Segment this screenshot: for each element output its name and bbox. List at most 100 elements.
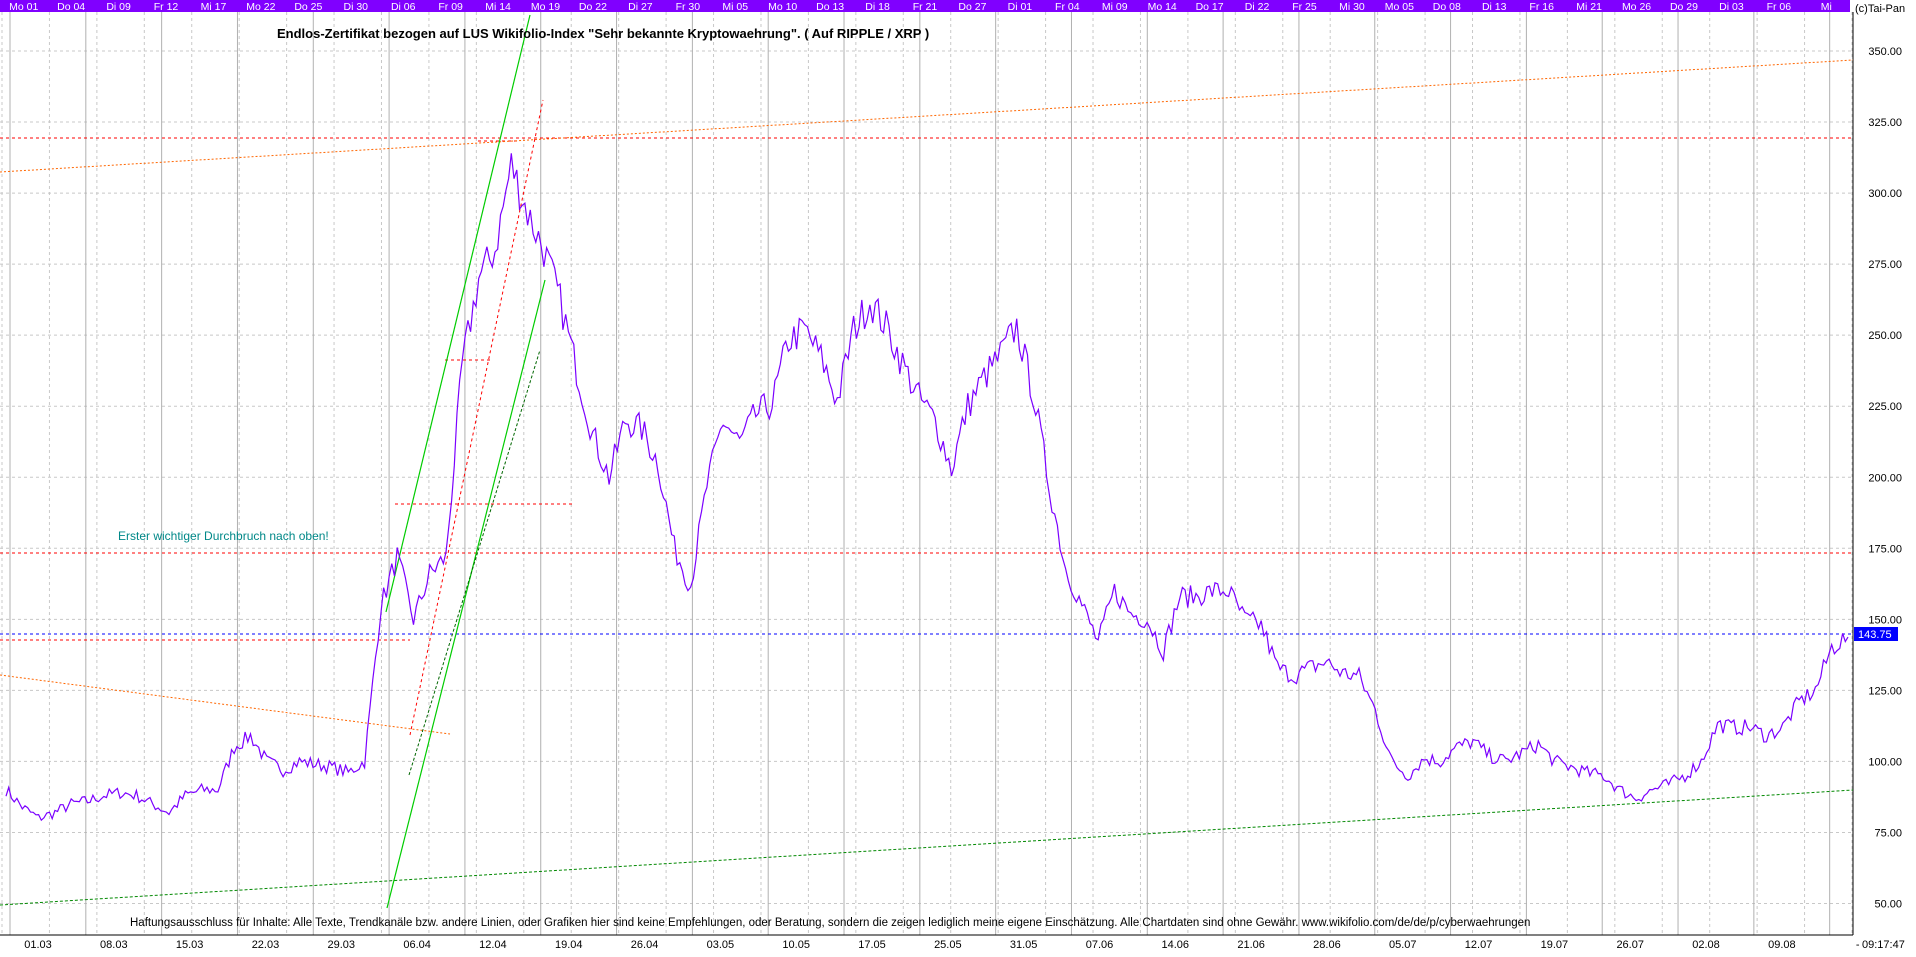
date-tick-label: - [1856,939,1860,951]
top-day-label: Mi [1821,1,1832,13]
date-tick-label: 17.05 [858,939,886,951]
top-day-label: Di 01 [1008,1,1033,13]
price-tick-label: 300.00 [1868,188,1902,200]
top-day-label: Do 22 [579,1,607,13]
top-day-label: Mo 19 [531,1,560,13]
top-day-label: Do 17 [1196,1,1224,13]
top-day-label: Fr 09 [438,1,463,13]
disclaimer-text: Haftungsausschluss für Inhalte: Alle Tex… [130,917,1530,929]
top-day-label: Fr 25 [1292,1,1317,13]
top-day-label: Fr 30 [676,1,701,13]
price-series-line [5,153,1849,822]
top-day-labels: Mo 01 Do 04 Di 09 Fr 12 Mi 17 Mo 22 Do 25 Di 30… [9,1,1832,13]
date-tick-label: 02.08 [1692,939,1720,951]
top-day-label: Mo 10 [768,1,797,13]
price-tick-label: 125.00 [1868,685,1902,697]
date-tick-label: 26.04 [631,939,659,951]
top-day-label: Di 03 [1719,1,1744,13]
last-price-label: 143.75 [1858,629,1892,641]
chart-title: Endlos-Zertifikat bezogen auf LUS Wikifo… [277,26,929,41]
top-day-label: Di 22 [1245,1,1270,13]
date-tick-label: 15.03 [176,939,204,951]
price-tick-label: 275.00 [1868,259,1902,271]
last-price-tag [1854,627,1898,641]
top-day-label: Do 13 [816,1,844,13]
price-tick-label: 250.00 [1868,330,1902,342]
top-day-label: Mi 09 [1102,1,1128,13]
date-tick-label: 05.07 [1389,939,1417,951]
green-support-line [0,789,1854,906]
top-day-label: Fr 16 [1529,1,1554,13]
price-axis-labels: 350.00 325.00 300.00 275.00 250.00 225.00 200.… [1868,46,1902,911]
price-tick-label: 75.00 [1874,827,1902,839]
price-tick-label: 175.00 [1868,543,1902,555]
date-tick-label: 19.04 [555,939,583,951]
date-tick-label: 14.06 [1162,939,1190,951]
price-tick-label: 100.00 [1868,756,1902,768]
top-day-label: Di 30 [344,1,369,13]
top-day-label: Fr 21 [913,1,938,13]
price-tick-label: 225.00 [1868,401,1902,413]
date-tick-label: 26.07 [1616,939,1644,951]
green-trend-line-2 [386,279,546,909]
top-day-label: Mi 30 [1339,1,1365,13]
price-tick-label: 200.00 [1868,472,1902,484]
copyright-text: (c)Tai-Pan [1855,3,1905,15]
date-tick-label: 08.03 [100,939,128,951]
date-tick-label: 12.04 [479,939,507,951]
date-tick-label: 01.03 [24,939,52,951]
top-day-label: Di 13 [1482,1,1507,13]
date-tick-label: 06.04 [403,939,431,951]
top-day-label: Do 25 [294,1,322,13]
top-day-label: Mi 17 [201,1,227,13]
red-trend-line [409,99,544,736]
date-tick-label: 31.05 [1010,939,1038,951]
grid [0,12,1853,935]
top-day-label: Mo 05 [1385,1,1414,13]
date-tick-label: 03.05 [707,939,735,951]
top-day-label: Fr 04 [1055,1,1080,13]
date-tick-label: 28.06 [1313,939,1341,951]
breakout-annotation: Erster wichtiger Durchbruch nach oben! [118,529,329,543]
orange-channel-bottom [0,674,451,735]
top-day-label: Di 09 [106,1,131,13]
top-day-label: Do 29 [1670,1,1698,13]
time-label-box [1860,937,1916,952]
top-day-label: Di 27 [628,1,653,13]
date-axis-labels: 01.03 08.03 15.03 22.03 29.03 06.04 12.04 19.04… [24,939,1860,951]
orange-channel-top [0,59,1854,173]
price-tick-label: 150.00 [1868,614,1902,626]
top-day-label: Mi 05 [722,1,748,13]
date-tick-label: 22.03 [252,939,280,951]
price-tick-label: 50.00 [1874,899,1902,911]
green-trend-line-1 [385,14,531,613]
top-day-label: Mo 14 [1148,1,1177,13]
top-day-label: Fr 12 [154,1,179,13]
top-day-label: Mo 01 [9,1,38,13]
date-tick-label: 19.07 [1541,939,1569,951]
top-day-label: Do 04 [57,1,85,13]
dark-green-trend-line [408,349,541,776]
top-day-label: Do 08 [1433,1,1461,13]
top-date-band [0,0,1850,12]
date-tick-label: 21.06 [1237,939,1265,951]
top-day-label: Di 06 [391,1,416,13]
top-day-label: Di 18 [865,1,890,13]
price-tick-label: 350.00 [1868,46,1902,58]
top-day-label: Mi 14 [485,1,511,13]
price-tick-label: 325.00 [1868,117,1902,129]
date-tick-label: 29.03 [328,939,356,951]
top-day-label: Fr 06 [1767,1,1792,13]
date-tick-label: 07.06 [1086,939,1114,951]
time-label: 09:17:47 [1862,939,1905,951]
date-tick-label: 25.05 [934,939,962,951]
date-tick-label: 09.08 [1768,939,1796,951]
top-day-label: Mo 26 [1622,1,1651,13]
top-day-label: Mi 21 [1576,1,1602,13]
date-tick-label: 12.07 [1465,939,1493,951]
date-tick-label: 10.05 [782,939,810,951]
top-day-label: Mo 22 [246,1,275,13]
top-day-label: Do 27 [958,1,986,13]
